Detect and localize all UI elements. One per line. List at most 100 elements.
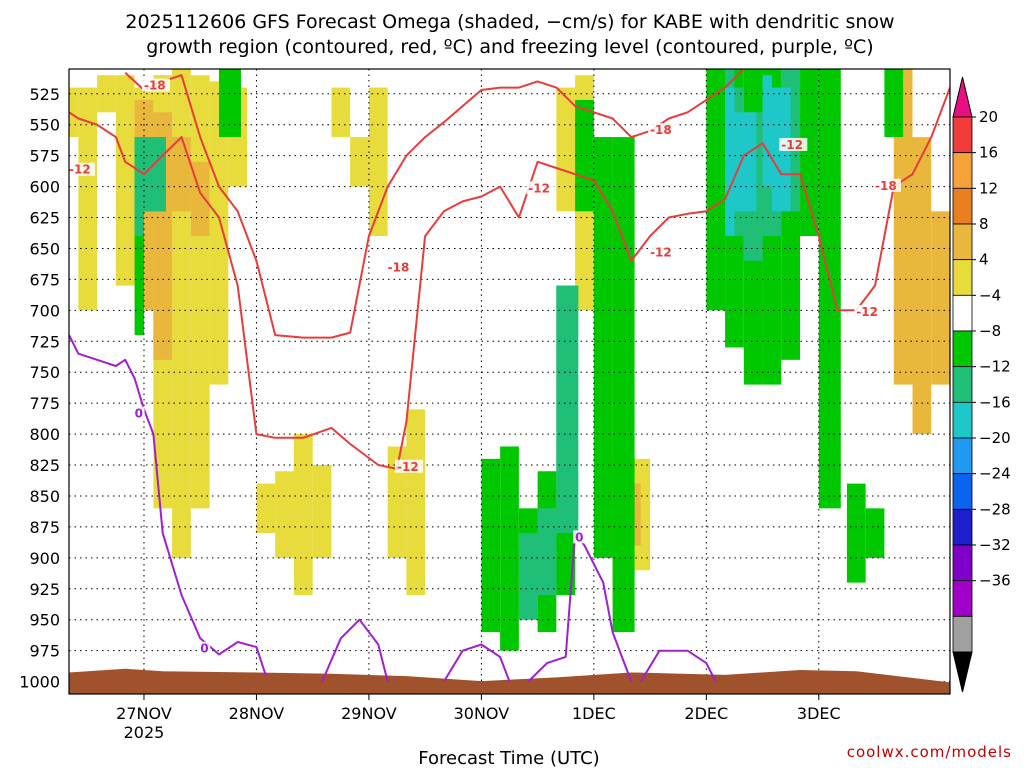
x-tick-1DEC: 1DEC [572,704,616,723]
omega-shade-8-5-0 [893,69,913,385]
omega-shade-4-0-1 [78,87,98,311]
omega-shade-4-1-3 [312,465,332,558]
y-tick-875: 875 [29,518,60,537]
colorbar-segment-2 [952,187,973,225]
y-tick-750: 750 [29,363,60,382]
contour-label-bg-0-3 [648,245,677,259]
colorbar-bottom-triangle [952,651,973,693]
omega-shade-8-5-1 [912,137,932,435]
contour-label-2-0: 0 [135,407,143,421]
omega-shade-4-0-0 [69,87,79,138]
omega-shade-4-1-4 [331,87,351,138]
omega-shade--4-6-18 [846,483,866,583]
contour-label-bg-1-0 [141,78,170,92]
contour-label-bg-0-1 [395,459,424,473]
y-tick-1000: 1000 [19,673,60,692]
omega-shade--4-6-2 [218,69,241,138]
colorbar-segment-10 [952,473,973,510]
contours: -12 -12 -12 -12 -12 -12 -18 -18 -18 -18 0 0 0 [69,69,950,683]
x-tick-29NOV: 29NOV [341,704,397,723]
contour-label-bg-2-1 [198,641,211,655]
contour-label-bg-0-2 [526,181,555,195]
contour-label-bg-0-5 [854,305,883,319]
y-tick-625: 625 [29,209,60,228]
contour-label-1-3: -18 [875,179,897,193]
y-tick-525: 525 [29,85,60,104]
x-tick-3DEC: 3DEC [797,704,841,723]
colorbar-label-10: −24 [979,465,1011,483]
omega-shade-4-0-8 [209,81,229,385]
x-axis-label: Forecast Time (UTC) [418,748,599,768]
omega-shade-8-3-2 [172,137,191,212]
y-tick-825: 825 [29,456,60,475]
omega-shade--4-6-17 [818,69,841,509]
omega-shade--4-6-20 [884,69,904,138]
y-tick-700: 700 [29,301,60,320]
contour-label-2-1: 0 [200,642,208,656]
colorbar-label-9: −20 [979,429,1011,447]
omega-shade-4-2-0 [556,87,576,212]
y-tick-950: 950 [29,611,60,630]
plot-frame [68,68,951,695]
omega-shade--12-8-1 [734,112,757,212]
colorbar-top-triangle [952,76,973,118]
omega-shade-4-0-2 [97,75,116,113]
y-tick-900: 900 [29,549,60,568]
contour-label-bg-2-0 [132,406,145,420]
colorbar-segment-6 [952,330,973,368]
colorbar-segment-0 [952,116,973,154]
colorbar-label-1: 16 [979,144,998,162]
contour-label-bg-0-4 [779,137,808,151]
y-tick-550: 550 [29,116,60,135]
y-tick-675: 675 [29,270,60,289]
colorbar-label-3: 8 [979,215,989,233]
omega-shade--4-6-10 [612,137,635,633]
y-tick-650: 650 [29,239,60,258]
omega-shade--12-8-2 [762,75,772,187]
x-tick-30NOV: 30NOV [454,704,510,723]
contour-line-3 [321,618,389,682]
y-tick-925: 925 [29,580,60,599]
contour-label-5-0: 0 [575,530,583,544]
colorbar-segment-14 [952,615,973,653]
y-tick-775: 775 [29,394,60,413]
omega-shade--4-6-9 [593,137,613,558]
omega-shade--8-7-2 [518,533,538,620]
y-tick-850: 850 [29,487,60,506]
colorbar-label-0: 20 [979,108,998,126]
omega-shade--4-6-8 [575,99,594,212]
contour-label-0-2: -12 [528,181,550,195]
colorbar-segment-5 [952,294,973,332]
omega-shade--4-6-19 [865,508,885,558]
omega-shade-8-5-2 [931,211,950,385]
x-tick-28NOV: 28NOV [229,704,285,723]
credit-link[interactable]: coolwx.com/models [847,743,1012,761]
colorbar: 20 16 12 8 4 −4 −8 −12 −16 −20 −24 −28 −32 −36 [952,76,1011,693]
omega-shade-4-1-5 [350,137,369,187]
y-axis: 525 550 575 600 625 650 675 700 725 750 775 800 825 8… [19,85,60,692]
x-tick-27NOV: 27NOV [116,704,172,723]
terrain-fill [69,668,950,694]
contour-line-4 [443,643,511,683]
x-tick-sub-27NOV: 2025 [124,723,165,742]
contour-line-0 [69,87,950,470]
colorbar-label-6: −8 [979,322,1001,340]
contour-label-1-2: -18 [650,123,672,137]
omega-shade-4-1-0 [256,483,276,534]
contour-label-bg-1-2 [648,123,677,137]
omega-shading [69,69,950,651]
colorbar-segment-1 [952,152,973,189]
colorbar-label-8: −16 [979,393,1011,411]
y-tick-600: 600 [29,178,60,197]
omega-shade--4-6-11 [706,69,726,311]
terrain [69,668,950,694]
y-tick-800: 800 [29,425,60,444]
omega-shade--8-7-3 [537,508,557,595]
contour-label-1-1: -18 [388,260,410,274]
colorbar-segment-13 [952,580,973,617]
contour-label-bg-0-0 [69,162,95,176]
y-tick-575: 575 [29,147,60,166]
colorbar-label-13: −36 [979,572,1011,590]
